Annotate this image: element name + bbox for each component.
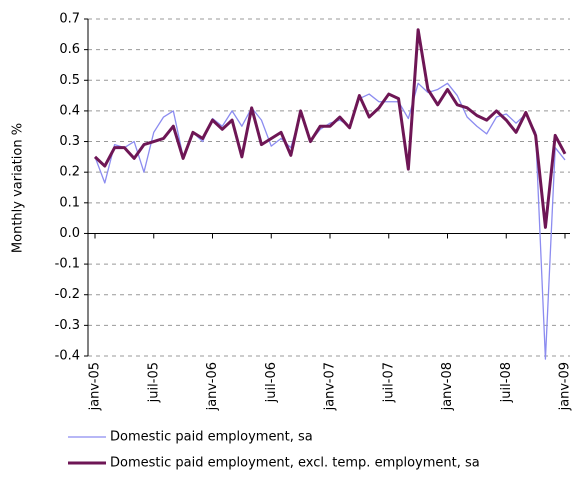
- y-tick-label: -0.1: [55, 257, 80, 272]
- x-tick-label: juil-06: [264, 362, 279, 403]
- y-tick-label: -0.4: [55, 349, 80, 364]
- y-tick-label: 0.0: [59, 226, 80, 241]
- y-tick-label: -0.2: [55, 287, 80, 302]
- series-line: [94, 82, 566, 360]
- y-tick-label: -0.3: [55, 318, 80, 333]
- series-line: [93, 28, 567, 229]
- x-tick-label: janv-09: [558, 362, 573, 411]
- y-tick-label: 0.4: [59, 103, 80, 118]
- y-tick-label: 0.6: [59, 42, 80, 57]
- x-tick-label: janv-06: [205, 362, 220, 411]
- x-tick-label: janv-05: [88, 362, 103, 411]
- y-tick-label: 0.1: [59, 195, 80, 210]
- x-tick-label: janv-08: [440, 362, 455, 411]
- y-tick-label: 0.7: [59, 12, 80, 27]
- x-tick-label: janv-07: [323, 362, 338, 411]
- x-tick-label: juil-07: [381, 362, 396, 403]
- legend-label: Domestic paid employment, excl. temp. em…: [110, 456, 480, 471]
- y-axis-label: Monthly variation %: [11, 123, 26, 253]
- x-tick-label: juil-08: [499, 362, 514, 403]
- x-tick-label: juil-05: [146, 362, 161, 403]
- legend-label: Domestic paid employment, sa: [110, 430, 313, 445]
- y-tick-label: 0.2: [59, 165, 80, 180]
- y-tick-label: 0.5: [59, 73, 80, 88]
- y-tick-label: 0.3: [59, 134, 80, 149]
